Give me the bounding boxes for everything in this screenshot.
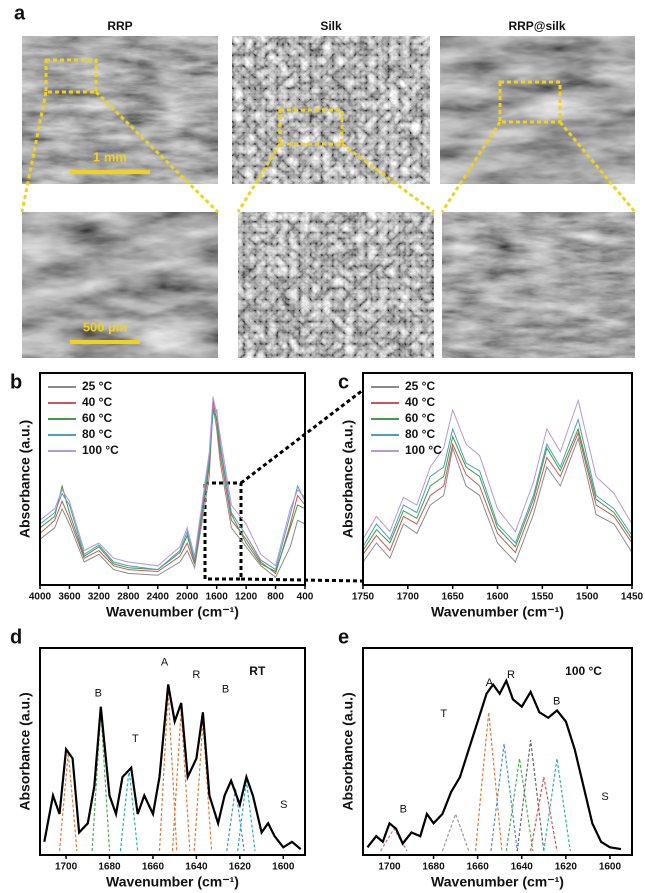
component-peak: [491, 744, 517, 851]
x-tick-label: 3200: [88, 592, 111, 603]
band-annotation: B: [222, 683, 229, 695]
x-tick-label: 1660: [142, 862, 165, 873]
x-tick-label: 1620: [229, 862, 252, 873]
scale-bar-label: 1 mm: [93, 149, 127, 164]
x-tick-label: 1600: [206, 592, 229, 603]
zoom-box: [205, 483, 241, 579]
x-tick-label: 3600: [58, 592, 81, 603]
x-tick-label: 2400: [147, 592, 170, 603]
y-axis-label: Absorbance (a.u.): [17, 420, 33, 538]
component-peak: [531, 777, 557, 851]
scale-bar-label: 500 µm: [83, 319, 127, 334]
panel-label: c: [338, 371, 349, 393]
band-annotation: S: [280, 799, 287, 811]
x-tick-label: 1700: [55, 862, 78, 873]
x-tick-label: 1750: [352, 592, 375, 603]
x-axis-label: Wavenumber (cm⁻¹): [106, 874, 239, 890]
band-annotation: B: [400, 803, 407, 815]
x-tick-label: 1500: [576, 592, 599, 603]
sem-images: [22, 36, 635, 358]
band-annotation: R: [507, 669, 515, 681]
spectrum-line: [40, 406, 305, 577]
x-tick-label: 1200: [235, 592, 258, 603]
band-annotation: B: [553, 696, 560, 708]
x-tick-label: 1650: [442, 592, 465, 603]
legend-label: 100 °C: [405, 443, 442, 457]
band-annotation: T: [132, 733, 139, 745]
x-tick-label: 1600: [272, 862, 295, 873]
x-tick-label: 400: [297, 592, 314, 603]
band-annotation: A: [486, 677, 494, 689]
x-tick-label: 2000: [176, 592, 199, 603]
x-tick-label: 1640: [185, 862, 208, 873]
x-tick-label: 1600: [486, 592, 509, 603]
x-tick-label: 1450: [621, 592, 644, 603]
spectrum-line: [363, 401, 632, 540]
sem-image: [440, 36, 635, 184]
x-tick-label: 2800: [117, 592, 140, 603]
x-tick-label: 800: [267, 592, 284, 603]
plot-frame: [40, 648, 305, 855]
legend-label: 40 °C: [82, 395, 112, 409]
x-tick-label: 1550: [531, 592, 554, 603]
panel-label: b: [10, 371, 22, 393]
sem-image: [22, 212, 218, 358]
panel-label: a: [14, 2, 26, 24]
component-peak: [120, 770, 137, 851]
y-axis-label: Absorbance (a.u.): [340, 420, 356, 538]
component-peak: [442, 814, 468, 851]
legend-label: 60 °C: [82, 411, 112, 425]
x-tick-label: 1680: [98, 862, 121, 873]
x-tick-label: 1640: [511, 862, 534, 873]
component-peak: [506, 759, 533, 852]
legend-label: 25 °C: [82, 379, 112, 393]
x-tick-label: 1660: [467, 862, 490, 873]
component-peak: [544, 759, 571, 852]
legend-label: 80 °C: [405, 427, 435, 441]
band-annotation: S: [601, 791, 608, 803]
band-annotation: B: [95, 687, 102, 699]
sem-image: [238, 212, 434, 358]
x-axis-label: Wavenumber (cm⁻¹): [106, 604, 239, 620]
legend-label: 60 °C: [405, 411, 435, 425]
sem-title: RRP: [107, 19, 132, 33]
band-annotation: A: [161, 656, 169, 668]
band-annotation: T: [440, 708, 447, 720]
x-tick-label: 1600: [599, 862, 622, 873]
y-axis-label: Absorbance (a.u.): [340, 692, 356, 810]
condition-label: RT: [249, 664, 266, 678]
panel-label: d: [10, 626, 22, 648]
x-axis-label: Wavenumber (cm⁻¹): [431, 604, 564, 620]
legend-label: 40 °C: [405, 395, 435, 409]
spectrum-line: [40, 401, 305, 574]
component-peak: [476, 712, 502, 851]
legend-label: 100 °C: [82, 443, 119, 457]
x-tick-label: 4000: [29, 592, 52, 603]
legend-label: 25 °C: [405, 379, 435, 393]
legend-label: 80 °C: [82, 427, 112, 441]
sem-image: [442, 212, 635, 358]
figure: 1 mm 500 µm RRP Silk RRP@silk a b c d e …: [0, 0, 645, 893]
x-tick-label: 1680: [422, 862, 445, 873]
x-axis-label: Wavenumber (cm⁻¹): [431, 874, 564, 890]
zoom-line: [241, 579, 363, 581]
x-tick-label: 1700: [378, 862, 401, 873]
condition-label: 100 °C: [565, 664, 602, 678]
band-annotation: R: [192, 669, 200, 681]
spectrum-line: [44, 685, 300, 850]
y-axis-label: Absorbance (a.u.): [17, 692, 33, 810]
plot-frame: [363, 373, 632, 585]
sem-title: RRP@silk: [508, 19, 565, 33]
x-tick-label: 1700: [397, 592, 420, 603]
x-tick-label: 1620: [555, 862, 578, 873]
panel-label: e: [338, 626, 349, 648]
sem-title: Silk: [320, 19, 342, 33]
